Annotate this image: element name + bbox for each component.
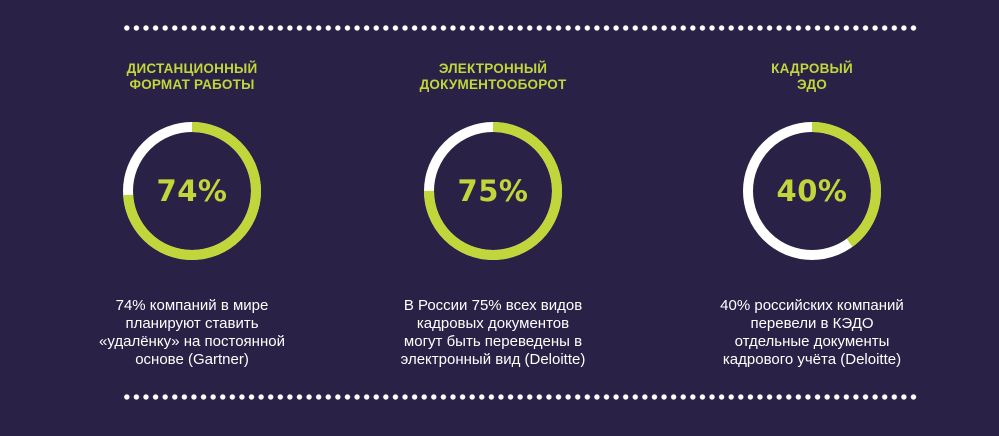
stat-heading-line: ЭДО	[797, 77, 827, 92]
stat-heading: ДИСТАНЦИОННЫЙ ФОРМАТ РАБОТЫ	[72, 61, 312, 93]
stat-heading-line: ФОРМАТ РАБОТЫ	[129, 77, 255, 92]
top-dotted-divider	[122, 25, 918, 31]
stat-description-line: основе (Gartner)	[135, 351, 249, 368]
progress-ring: 40%	[741, 120, 883, 262]
progress-ring-fill	[743, 122, 881, 260]
stat-description: В России 75% всех видов кадровых докумен…	[373, 297, 613, 369]
stat-percent-value: 40%	[776, 174, 848, 208]
stat-heading: ЭЛЕКТРОННЫЙ ДОКУМЕНТООБОРОТ	[373, 61, 613, 93]
bottom-dotted-divider	[122, 394, 918, 400]
stat-description-line: электронный вид (Deloitte)	[400, 351, 586, 368]
stat-description: 40% российских компаний перевели в КЭДО …	[692, 297, 932, 369]
stat-description-line: отдельные документы	[734, 333, 890, 350]
stat-percent-value: 74%	[156, 174, 228, 208]
progress-ring-graphic	[123, 122, 261, 260]
stat-description-line: 74% компаний в мире	[115, 297, 269, 314]
progress-ring-fill	[123, 122, 261, 260]
stat-card-remote-work: ДИСТАНЦИОННЫЙ ФОРМАТ РАБОТЫ 74% 74% комп…	[72, 0, 312, 436]
stat-description-line: 40% российских компаний	[720, 297, 904, 314]
stat-description-line: кадровых документов	[416, 315, 570, 332]
stat-description-line: могут быть переведены в	[403, 333, 583, 350]
stat-description-line: кадрового учёта (Deloitte)	[722, 351, 902, 368]
stat-heading: КАДРОВЫЙ ЭДО	[692, 61, 932, 93]
stat-heading-line: ЭЛЕКТРОННЫЙ	[438, 61, 548, 76]
progress-ring: 74%	[121, 120, 263, 262]
progress-ring: 75%	[422, 120, 564, 262]
progress-ring-graphic	[424, 122, 562, 260]
progress-ring-fill	[424, 122, 562, 260]
stat-description-line: В России 75% всех видов	[403, 297, 583, 314]
stat-description-line: перевели в КЭДО	[750, 315, 874, 332]
stat-description-line: «удалёнку» на постоянной	[99, 333, 285, 350]
stat-heading-line: ДОКУМЕНТООБОРОТ	[419, 77, 567, 92]
stat-percent-value: 75%	[457, 174, 529, 208]
stat-description: 74% компаний в мире планируют ставить «у…	[72, 297, 312, 369]
stat-heading-line: ДИСТАНЦИОННЫЙ	[126, 61, 258, 76]
stat-card-hr-edo: КАДРОВЫЙ ЭДО 40% 40% российских компаний…	[692, 0, 932, 436]
stat-card-edo: ЭЛЕКТРОННЫЙ ДОКУМЕНТООБОРОТ 75% В России…	[373, 0, 613, 436]
stat-description-line: планируют ставить	[125, 315, 259, 332]
stat-heading-line: КАДРОВЫЙ	[771, 61, 853, 76]
progress-ring-graphic	[743, 122, 881, 260]
